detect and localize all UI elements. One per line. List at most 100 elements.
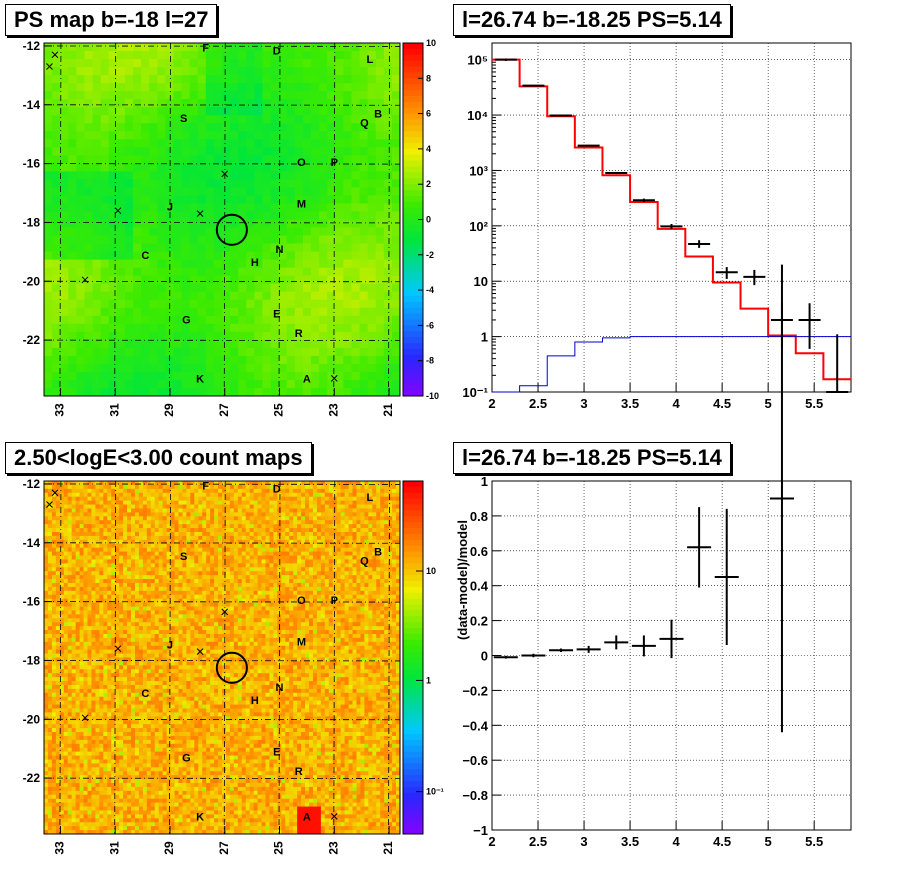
ps-map-cell [343, 219, 352, 228]
count-map-cell [99, 802, 104, 807]
ps-map-cell [367, 267, 377, 277]
count-map-cell [47, 704, 53, 709]
count-map-cell [51, 649, 57, 654]
count-map-cell [123, 759, 128, 764]
count-map-cell [63, 492, 69, 498]
ps-map-cell [319, 163, 328, 172]
count-map-cell [47, 481, 53, 486]
ps-map-cell [375, 307, 385, 317]
count-map-cell [162, 614, 168, 619]
count-map-cell [150, 555, 156, 560]
ps-map-cell [44, 43, 53, 52]
count-map-cell [134, 712, 140, 717]
count-map-cell [103, 830, 108, 835]
count-map-cell [111, 814, 116, 819]
ps-map-cell [181, 251, 191, 261]
count-map-cell [138, 763, 144, 768]
ps-map-cell [375, 139, 385, 148]
ps-map-cell [311, 203, 320, 212]
ps-map-cell [197, 339, 207, 349]
count-map-cell [134, 579, 140, 584]
count-map-cell [162, 775, 168, 780]
count-map-cell [47, 700, 53, 705]
count-map-cell [123, 516, 128, 521]
ps-map-cell [262, 387, 271, 397]
ps-map-cell [84, 243, 93, 252]
ps-map-cell [278, 123, 288, 132]
count-map-cell [103, 732, 108, 737]
count-map-cell [146, 732, 152, 737]
count-map-cell [107, 543, 112, 549]
count-map-cell [158, 767, 164, 772]
count-map-cell [67, 481, 73, 486]
count-map-cell [75, 814, 80, 819]
count-map-cell [71, 665, 77, 670]
ps-map-cell [100, 291, 110, 301]
ps-map-cell [189, 355, 199, 365]
ps-map-cell [52, 203, 61, 212]
count-map-cell [166, 684, 171, 690]
ps-map-cell [149, 275, 158, 285]
count-map-cell [47, 504, 53, 509]
ps-map-cell [302, 291, 312, 301]
ps-map-cell [335, 147, 344, 156]
count-map-cell [142, 794, 148, 800]
count-map-cell [111, 641, 116, 647]
count-map-cell [162, 673, 168, 678]
count-map-cell [107, 830, 112, 835]
ps-map-cell [181, 59, 191, 68]
count-map-cell [75, 688, 80, 694]
count-map-cell [95, 645, 100, 651]
ps-map-cell [278, 307, 288, 317]
count-map-cell [59, 657, 65, 662]
count-map-cell [162, 783, 168, 788]
count-map-cell [107, 822, 112, 827]
ps-map-cell [278, 107, 288, 116]
count-map-cell [75, 728, 80, 733]
ps-map-cell [157, 83, 166, 92]
count-map-cell [63, 830, 69, 835]
ps-map-y-tick-label: -12 [23, 39, 41, 53]
ps-map-cell [52, 91, 61, 100]
ps-map-colorbar-cell [403, 143, 423, 150]
ps-map-cell [367, 171, 377, 180]
count-map-cell [115, 508, 120, 513]
count-map-cell [59, 814, 65, 819]
count-map-cell [51, 547, 57, 552]
ps-map-cell [173, 195, 182, 204]
ps-map-cell [116, 107, 126, 116]
count-map-cell [150, 786, 156, 792]
count-map-cell [75, 806, 80, 811]
ps-map-colorbar-label: 10 [426, 38, 436, 48]
ps-map-cell [181, 187, 191, 196]
count-map-cell [71, 492, 77, 498]
ps-map-cell [116, 43, 126, 52]
count-map-cell [131, 661, 136, 666]
ps-map-cell [294, 91, 304, 100]
ps-map-cell [359, 163, 369, 172]
ps-map-cell [44, 171, 53, 180]
count-map-cell [111, 739, 116, 745]
ps-map-cell [302, 59, 312, 68]
ps-map-cell [116, 387, 126, 397]
count-map-cell [44, 594, 49, 600]
count-map-cell [83, 559, 88, 564]
ps-map-cell [181, 131, 191, 140]
count-map-cell [111, 783, 116, 788]
count-map-cell [71, 755, 77, 760]
count-map-cell [131, 512, 136, 517]
count-map-cell [115, 759, 120, 764]
count-map-cell [103, 775, 108, 780]
ps-map-cell [359, 339, 369, 349]
ps-map-cell [391, 371, 401, 381]
ps-map-cell [294, 355, 304, 365]
count-map-cell [131, 826, 136, 831]
count-map-cell [158, 508, 164, 513]
ps-map-cell [230, 171, 239, 180]
ps-map-cell [246, 75, 255, 84]
ps-map-colorbar-cell [403, 225, 423, 232]
ps-map-cell [116, 227, 126, 236]
ps-map-cell [189, 147, 199, 156]
count-map-cell [162, 732, 168, 737]
ps-map-cell [294, 203, 304, 212]
